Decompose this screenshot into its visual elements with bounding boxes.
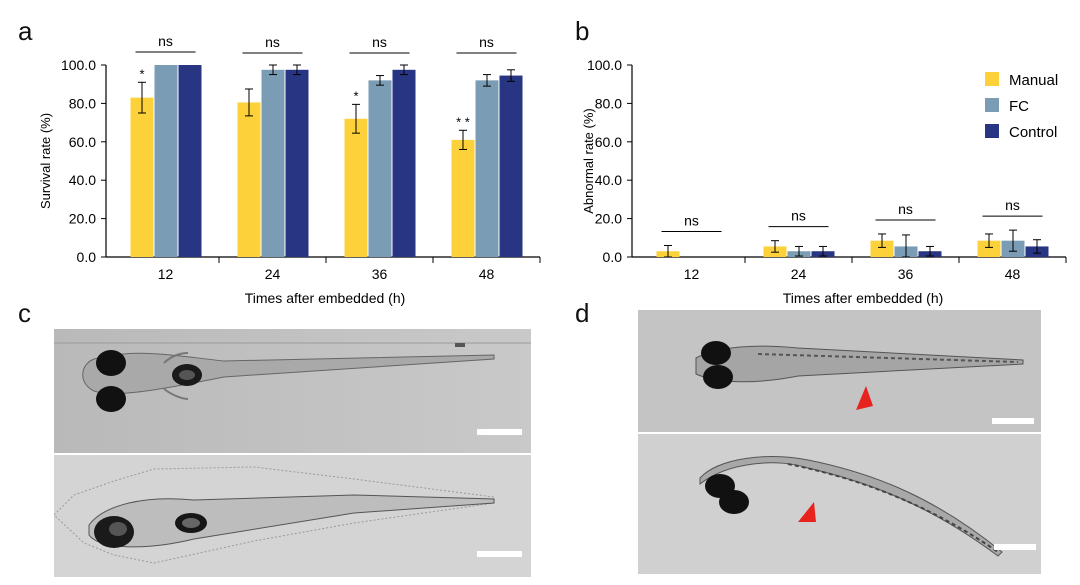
scale-bar xyxy=(994,544,1036,550)
scale-bar xyxy=(992,418,1034,424)
significance-star: * xyxy=(353,88,358,103)
bar-manual xyxy=(237,102,261,257)
bar-control xyxy=(178,65,202,257)
significance-star: * * xyxy=(456,114,470,129)
red-arrowhead-marker xyxy=(856,386,873,410)
ns-label: ns xyxy=(791,208,806,224)
x-tick-label: 12 xyxy=(684,266,700,282)
abnormal-rate-chart: Abnormal rate (%) Times after embedded (… xyxy=(581,57,1067,306)
bar-fc xyxy=(154,65,178,257)
bar-manual xyxy=(870,240,894,257)
y-tick-label: 100.0 xyxy=(61,57,96,73)
bar-fc xyxy=(368,80,392,257)
y-tick-label: 60.0 xyxy=(69,134,96,150)
ns-label: ns xyxy=(158,33,173,49)
panel-label-d: d xyxy=(575,298,590,328)
bar-manual xyxy=(451,139,475,257)
scale-bar xyxy=(477,429,522,435)
y-axis-label: Abnormal rate (%) xyxy=(581,108,596,213)
x-tick-label: 24 xyxy=(791,266,807,282)
ns-label: ns xyxy=(265,34,280,50)
bar-control xyxy=(285,69,309,257)
y-tick-label: 100.0 xyxy=(587,57,622,73)
x-axis-label: Times after embedded (h) xyxy=(245,290,406,306)
x-tick-label: 48 xyxy=(1005,266,1021,282)
legend-swatch-control xyxy=(985,124,999,138)
legend-swatch-fc xyxy=(985,98,999,112)
survival-rate-chart: Survival rate (%) Times after embedded (… xyxy=(38,33,541,306)
y-tick-label: 0.0 xyxy=(603,249,623,265)
x-tick-label: 36 xyxy=(372,266,388,282)
bar-manual xyxy=(977,240,1001,257)
x-axis-label: Times after embedded (h) xyxy=(783,290,944,306)
legend-swatch-manual xyxy=(985,72,999,86)
y-tick-label: 80.0 xyxy=(69,95,96,111)
larva-photo-d-bottom xyxy=(638,434,1041,574)
red-arrowhead-marker xyxy=(798,502,816,522)
bar-manual xyxy=(130,97,154,257)
x-tick-label: 48 xyxy=(479,266,495,282)
ns-label: ns xyxy=(898,201,913,217)
x-tick-label: 36 xyxy=(898,266,914,282)
panel-label-c: c xyxy=(18,298,31,328)
bar-fc xyxy=(475,80,499,257)
legend-label-control: Control xyxy=(1009,124,1057,141)
ns-label: ns xyxy=(479,34,494,50)
x-tick-label: 12 xyxy=(158,266,174,282)
larva-photo-c-bottom xyxy=(54,455,531,577)
y-axis-label: Survival rate (%) xyxy=(38,113,53,209)
y-tick-label: 80.0 xyxy=(595,95,622,111)
x-tick-label: 24 xyxy=(265,266,281,282)
legend-label-manual: Manual xyxy=(1009,72,1058,89)
ns-label: ns xyxy=(1005,197,1020,213)
ns-label: ns xyxy=(372,34,387,50)
larva-photo-d-top xyxy=(638,310,1041,432)
bar-control xyxy=(392,69,416,257)
y-tick-label: 40.0 xyxy=(69,172,96,188)
bar-manual xyxy=(344,118,368,257)
legend-label-fc: FC xyxy=(1009,98,1029,115)
panel-label-a: a xyxy=(18,16,33,46)
scale-bar xyxy=(477,551,522,557)
y-tick-label: 40.0 xyxy=(595,172,622,188)
y-tick-label: 20.0 xyxy=(595,211,622,227)
ns-label: ns xyxy=(684,212,699,228)
larva-photo-c-top xyxy=(54,329,531,453)
significance-star: * xyxy=(139,66,144,81)
y-tick-label: 60.0 xyxy=(595,134,622,150)
y-tick-label: 0.0 xyxy=(77,249,97,265)
y-tick-label: 20.0 xyxy=(69,211,96,227)
panel-label-b: b xyxy=(575,16,590,46)
bar-fc xyxy=(261,69,285,257)
bar-control xyxy=(499,75,523,257)
